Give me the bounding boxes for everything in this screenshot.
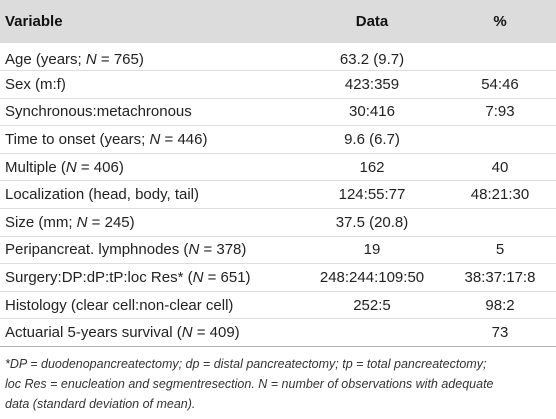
cell-variable: Synchronous:metachronous: [0, 98, 300, 127]
variable-n-value: = 378): [199, 241, 247, 259]
cell-percent: [444, 208, 556, 237]
variable-label: Peripancreat. lymphnodes (: [5, 241, 189, 259]
cell-variable: Size (mm; N = 245): [0, 208, 300, 237]
cell-percent: 40: [444, 153, 556, 182]
table-body: Age (years; N = 765) 63.2 (9.7) Sex (m:f) 4…: [0, 43, 556, 348]
cell-variable: Surgery:DP:dP:tP:loc Res* (N = 651): [0, 263, 300, 292]
table-row: Histology (clear cell:non-clear cell) 252…: [0, 291, 556, 320]
cell-percent: 5: [444, 236, 556, 265]
cell-percent: 73: [444, 318, 556, 348]
cell-data: 162: [300, 153, 444, 182]
variable-label: Synchronous:metachronous: [5, 103, 192, 121]
table-row: Surgery:DP:dP:tP:loc Res* (N = 651) 248:2…: [0, 263, 556, 292]
table-row: Multiple (N = 406) 162 40: [0, 153, 556, 182]
cell-data: 19: [300, 236, 444, 265]
variable-n-value: = 406): [76, 158, 124, 176]
cell-data: 423:359: [300, 70, 444, 99]
cell-variable: Multiple (N = 406): [0, 153, 300, 182]
table-row: Localization (head, body, tail) 124:55:77…: [0, 180, 556, 210]
variable-label: Surgery:DP:dP:tP:loc Res* (: [5, 269, 193, 287]
cell-percent: [444, 125, 556, 154]
variable-label: Time to onset (years;: [5, 131, 150, 149]
variable-label: Sex (m:f): [5, 75, 66, 93]
footnote-line-2: loc Res = enucleation and segmentresecti…: [5, 377, 494, 392]
variable-n-value: = 765): [96, 50, 144, 68]
variable-n-value: = 245): [87, 213, 135, 231]
cell-data: 252:5: [300, 291, 444, 320]
footnote-line-1: *DP = duodenopancreatectomy; dp = distal…: [5, 357, 487, 372]
table-row: Sex (m:f) 423:359 54:46: [0, 70, 556, 99]
table-row: Time to onset (years; N = 446) 9.6 (6.7): [0, 125, 556, 154]
variable-label: Age (years;: [5, 50, 86, 68]
cell-percent: 38:37:17:8: [444, 263, 556, 292]
table-row: Synchronous:metachronous 30:416 7:93: [0, 98, 556, 127]
variable-label: Localization (head, body, tail): [5, 186, 200, 204]
header-variable: Variable: [5, 13, 63, 30]
cell-percent: 54:46: [444, 70, 556, 99]
variable-n-symbol: N: [85, 50, 97, 68]
variable-n-value: = 409): [192, 324, 240, 342]
cell-data: 9.6 (6.7): [300, 125, 444, 154]
table-header-row: Variable Data %: [0, 0, 556, 43]
variable-label: Histology (clear cell:non-clear cell): [5, 296, 234, 314]
table-row: Actuarial 5-years survival (N = 409) 73: [0, 318, 556, 348]
table-row: Age (years; N = 765) 63.2 (9.7): [0, 43, 556, 72]
cell-data: 124:55:77: [300, 180, 444, 210]
cell-variable: Time to onset (years; N = 446): [0, 125, 300, 154]
cell-variable: Peripancreat. lymphnodes (N = 378): [0, 236, 300, 265]
variable-n-value: = 446): [160, 131, 208, 149]
cell-variable: Actuarial 5-years survival (N = 409): [0, 318, 300, 348]
cell-variable: Localization (head, body, tail): [0, 180, 300, 210]
cell-percent: 48:21:30: [444, 180, 556, 210]
cell-data: [300, 318, 444, 348]
table-row: Size (mm; N = 245) 37.5 (20.8): [0, 208, 556, 237]
variable-n-symbol: N: [149, 131, 161, 149]
cell-data: 37.5 (20.8): [300, 208, 444, 237]
data-table: Variable Data % Age (years; N = 765) 63.2…: [0, 0, 556, 348]
cell-variable: Age (years; N = 765): [0, 43, 300, 72]
variable-n-symbol: N: [188, 241, 200, 259]
cell-data: 248:244:109:50: [300, 263, 444, 292]
variable-n-symbol: N: [192, 269, 204, 287]
header-percent: %: [493, 13, 507, 30]
cell-percent: [444, 43, 556, 72]
cell-percent: 7:93: [444, 98, 556, 127]
cell-data: 63.2 (9.7): [300, 43, 444, 72]
footnote-line-3: data (standard deviation of mean).: [5, 397, 196, 412]
variable-n-symbol: N: [76, 213, 88, 231]
header-data: Data: [355, 13, 389, 30]
variable-label: Size (mm;: [5, 213, 77, 231]
variable-n-symbol: N: [181, 324, 193, 342]
cell-variable: Histology (clear cell:non-clear cell): [0, 291, 300, 320]
table-footnote: *DP = duodenopancreatectomy; dp = distal…: [0, 347, 556, 414]
variable-n-value: = 651): [203, 269, 251, 287]
cell-variable: Sex (m:f): [0, 70, 300, 99]
cell-percent: 98:2: [444, 291, 556, 320]
cell-data: 30:416: [300, 98, 444, 127]
variable-n-symbol: N: [65, 158, 77, 176]
table-row: Peripancreat. lymphnodes (N = 378) 19 5: [0, 236, 556, 265]
variable-label: Actuarial 5-years survival (: [5, 324, 182, 342]
variable-label: Multiple (: [5, 158, 66, 176]
